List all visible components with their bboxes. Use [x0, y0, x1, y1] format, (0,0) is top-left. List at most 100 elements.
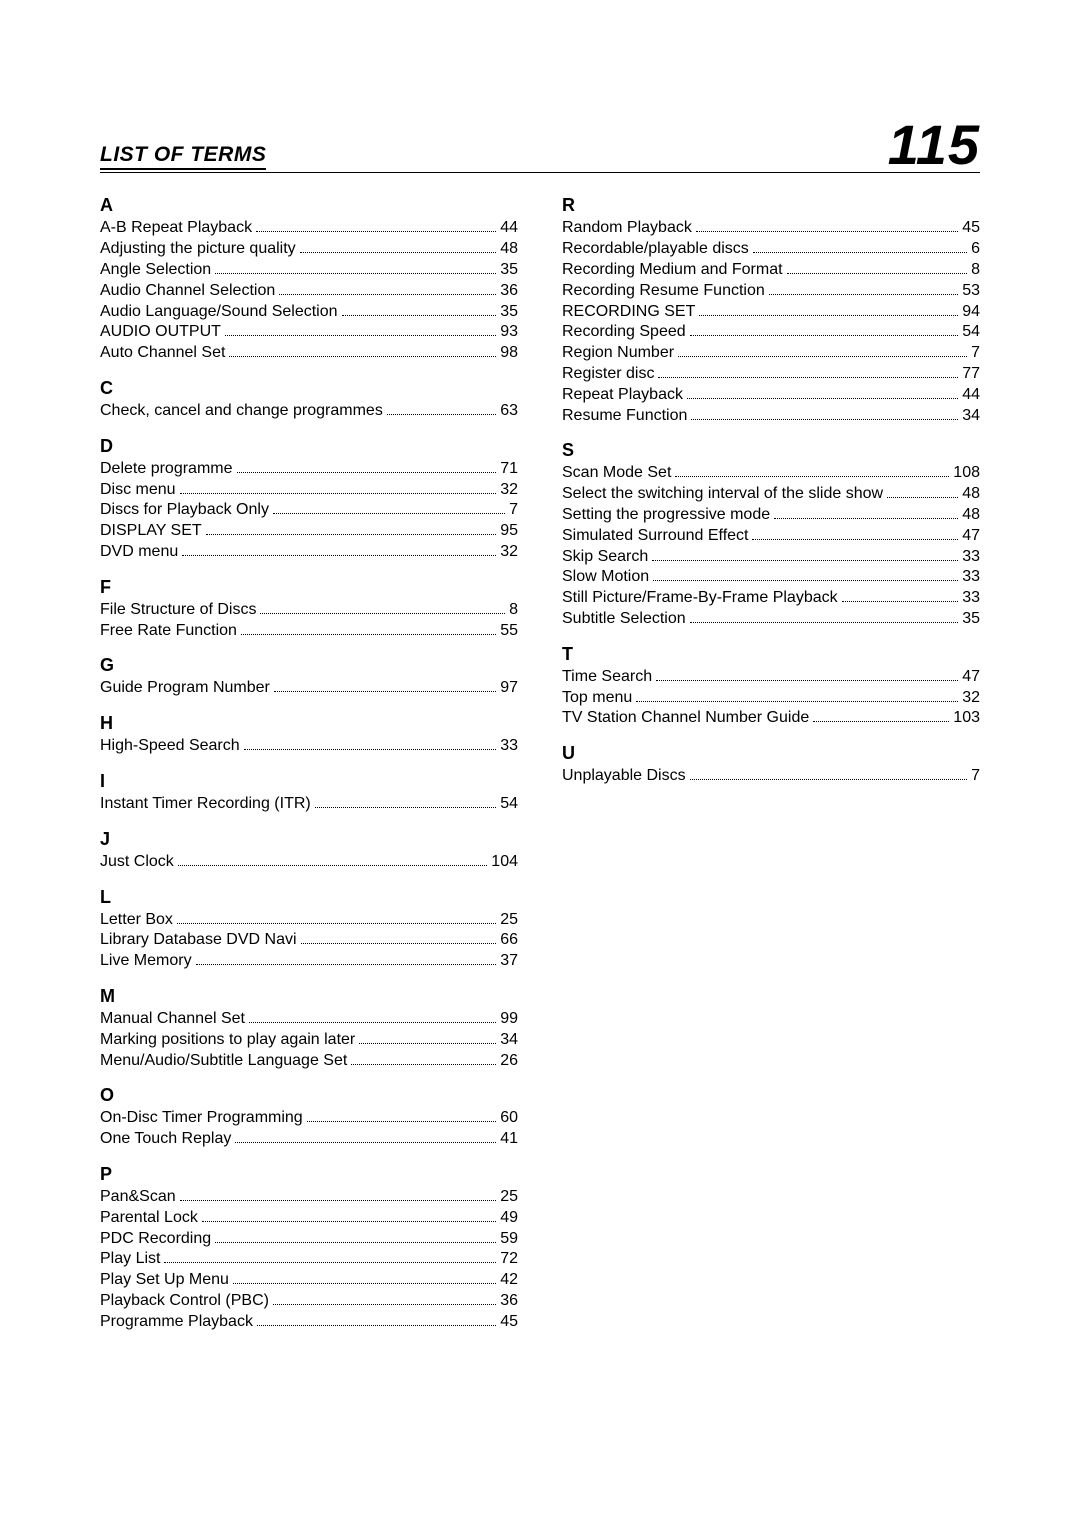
index-entry: File Structure of Discs 8: [100, 600, 518, 621]
index-entry: A-B Repeat Playback44: [100, 218, 518, 239]
index-page: 54: [962, 322, 980, 343]
index-term: Skip Search: [562, 547, 648, 568]
index-page: 8: [509, 600, 518, 621]
index-letter: T: [562, 644, 980, 665]
dot-leader: [813, 712, 949, 723]
index-page: 63: [500, 401, 518, 422]
page: LIST OF TERMS 115 AA-B Repeat Playback44…: [0, 0, 1080, 1406]
index-page: 103: [953, 708, 980, 729]
index-letter: A: [100, 195, 518, 216]
index-entry: Recording Resume Function53: [562, 281, 980, 302]
dot-leader: [279, 284, 496, 295]
index-entry: Playback Control (PBC)36: [100, 1291, 518, 1312]
index-entry: Recordable/playable discs6: [562, 239, 980, 260]
index-page: 7: [971, 766, 980, 787]
dot-leader: [636, 691, 958, 702]
index-term: Parental Lock: [100, 1208, 198, 1229]
index-entry: Manual Channel Set99: [100, 1009, 518, 1030]
index-page: 6: [971, 239, 980, 260]
dot-leader: [753, 243, 967, 254]
index-section: JJust Clock104: [100, 829, 518, 873]
index-entry: Marking positions to play again later 34: [100, 1030, 518, 1051]
index-page: 95: [500, 521, 518, 542]
index-entry: Discs for Playback Only7: [100, 500, 518, 521]
index-page: 35: [500, 260, 518, 281]
left-column: AA-B Repeat Playback44Adjusting the pict…: [100, 195, 518, 1346]
index-term: Pan&Scan: [100, 1187, 176, 1208]
index-entry: Play Set Up Menu42: [100, 1270, 518, 1291]
dot-leader: [273, 504, 505, 515]
index-term: DISPLAY SET: [100, 521, 202, 542]
index-term: Playback Control (PBC): [100, 1291, 269, 1312]
index-page: 34: [962, 406, 980, 427]
index-page: 25: [500, 910, 518, 931]
index-entry: Slow Motion33: [562, 567, 980, 588]
index-entry: Resume Function34: [562, 406, 980, 427]
dot-leader: [301, 934, 497, 945]
index-term: Just Clock: [100, 852, 174, 873]
index-entry: PDC Recording59: [100, 1229, 518, 1250]
index-term: Random Playback: [562, 218, 692, 239]
index-page: 34: [500, 1030, 518, 1051]
index-term: RECORDING SET: [562, 302, 695, 323]
index-term: DVD menu: [100, 542, 178, 563]
index-section: TTime Search47Top menu32TV Station Chann…: [562, 644, 980, 729]
dot-leader: [690, 612, 959, 623]
index-page: 47: [962, 526, 980, 547]
index-page: 48: [500, 239, 518, 260]
dot-leader: [229, 347, 496, 358]
index-term: File Structure of Discs: [100, 600, 256, 621]
dot-leader: [656, 670, 958, 681]
index-page: 8: [971, 260, 980, 281]
dot-leader: [675, 467, 949, 478]
index-entry: Letter Box25: [100, 910, 518, 931]
index-entry: Check, cancel and change programmes63: [100, 401, 518, 422]
dot-leader: [235, 1133, 496, 1144]
index-page: 93: [500, 322, 518, 343]
index-entry: Play List72: [100, 1249, 518, 1270]
dot-leader: [206, 525, 497, 536]
index-entry: Setting the progressive mode48: [562, 505, 980, 526]
index-page: 41: [500, 1129, 518, 1150]
index-entry: Just Clock 104: [100, 852, 518, 873]
index-page: 36: [500, 281, 518, 302]
index-section: FFile Structure of Discs8Free Rate Funct…: [100, 577, 518, 642]
index-entry: Scan Mode Set108: [562, 463, 980, 484]
dot-leader: [202, 1211, 496, 1222]
index-entry: Register disc77: [562, 364, 980, 385]
dot-leader: [237, 462, 497, 473]
index-entry: Angle Selection35: [100, 260, 518, 281]
dot-leader: [359, 1033, 496, 1044]
dot-leader: [178, 855, 488, 866]
dot-leader: [653, 571, 958, 582]
index-letter: C: [100, 378, 518, 399]
index-entry: Pan&Scan25: [100, 1187, 518, 1208]
index-entry: On-Disc Timer Programming60: [100, 1108, 518, 1129]
dot-leader: [315, 797, 496, 808]
dot-leader: [244, 740, 497, 751]
index-term: Instant Timer Recording (ITR): [100, 794, 311, 815]
index-entry: Subtitle Selection35: [562, 609, 980, 630]
index-letter: R: [562, 195, 980, 216]
index-term: Guide Program Number: [100, 678, 270, 699]
index-entry: Guide Program Number97: [100, 678, 518, 699]
index-section: LLetter Box25Library Database DVD Navi66…: [100, 887, 518, 972]
index-columns: AA-B Repeat Playback44Adjusting the pict…: [100, 195, 980, 1346]
page-header: LIST OF TERMS 115: [100, 120, 980, 173]
index-entry: Time Search47: [562, 667, 980, 688]
dot-leader: [300, 243, 497, 254]
index-page: 45: [962, 218, 980, 239]
index-section: MManual Channel Set99Marking positions t…: [100, 986, 518, 1071]
index-entry: Programme Playback45: [100, 1312, 518, 1333]
index-letter: L: [100, 887, 518, 908]
index-term: Manual Channel Set: [100, 1009, 245, 1030]
index-entry: AUDIO OUTPUT93: [100, 322, 518, 343]
index-term: Marking positions to play again later: [100, 1030, 355, 1051]
dot-leader: [241, 624, 496, 635]
index-entry: Top menu32: [562, 688, 980, 709]
index-page: 48: [962, 505, 980, 526]
index-page: 104: [491, 852, 518, 873]
dot-leader: [260, 603, 505, 614]
index-term: Audio Language/Sound Selection: [100, 302, 338, 323]
index-letter: H: [100, 713, 518, 734]
